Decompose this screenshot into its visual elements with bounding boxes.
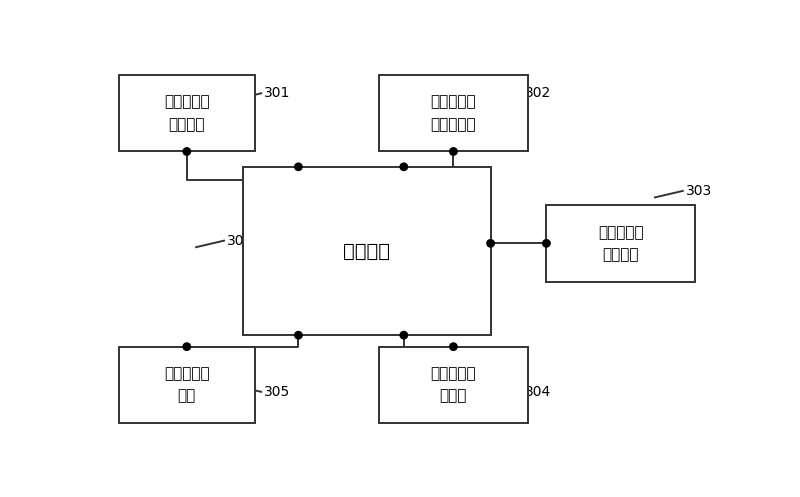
Bar (118, 347, 255, 423)
Bar (379, 347, 528, 423)
Ellipse shape (487, 240, 494, 247)
Text: 305: 305 (264, 385, 290, 399)
Text: 301: 301 (264, 86, 290, 100)
Text: 显示与打印
模块: 显示与打印 模块 (164, 366, 210, 404)
Text: 302: 302 (525, 86, 551, 100)
Ellipse shape (183, 148, 190, 155)
Bar (546, 205, 695, 282)
Bar (242, 167, 490, 335)
Text: 胎心率数据
预处理模块: 胎心率数据 预处理模块 (430, 94, 476, 132)
Bar (379, 75, 528, 152)
Text: 主控模块: 主控模块 (343, 242, 390, 260)
Ellipse shape (294, 163, 302, 170)
Text: 306: 306 (227, 234, 254, 248)
Text: 304: 304 (525, 385, 551, 399)
Ellipse shape (400, 163, 407, 170)
Ellipse shape (294, 331, 302, 339)
Text: 动态基线识
别模块: 动态基线识 别模块 (430, 366, 476, 404)
Text: 主占优峰值
选取模块: 主占优峰值 选取模块 (598, 225, 644, 262)
Bar (118, 75, 255, 152)
Text: 胎心率数据
采集模块: 胎心率数据 采集模块 (164, 94, 210, 132)
Ellipse shape (400, 331, 407, 339)
Ellipse shape (450, 148, 457, 155)
Text: 303: 303 (686, 184, 712, 198)
Ellipse shape (450, 343, 457, 350)
Ellipse shape (542, 240, 550, 247)
Ellipse shape (183, 343, 190, 350)
